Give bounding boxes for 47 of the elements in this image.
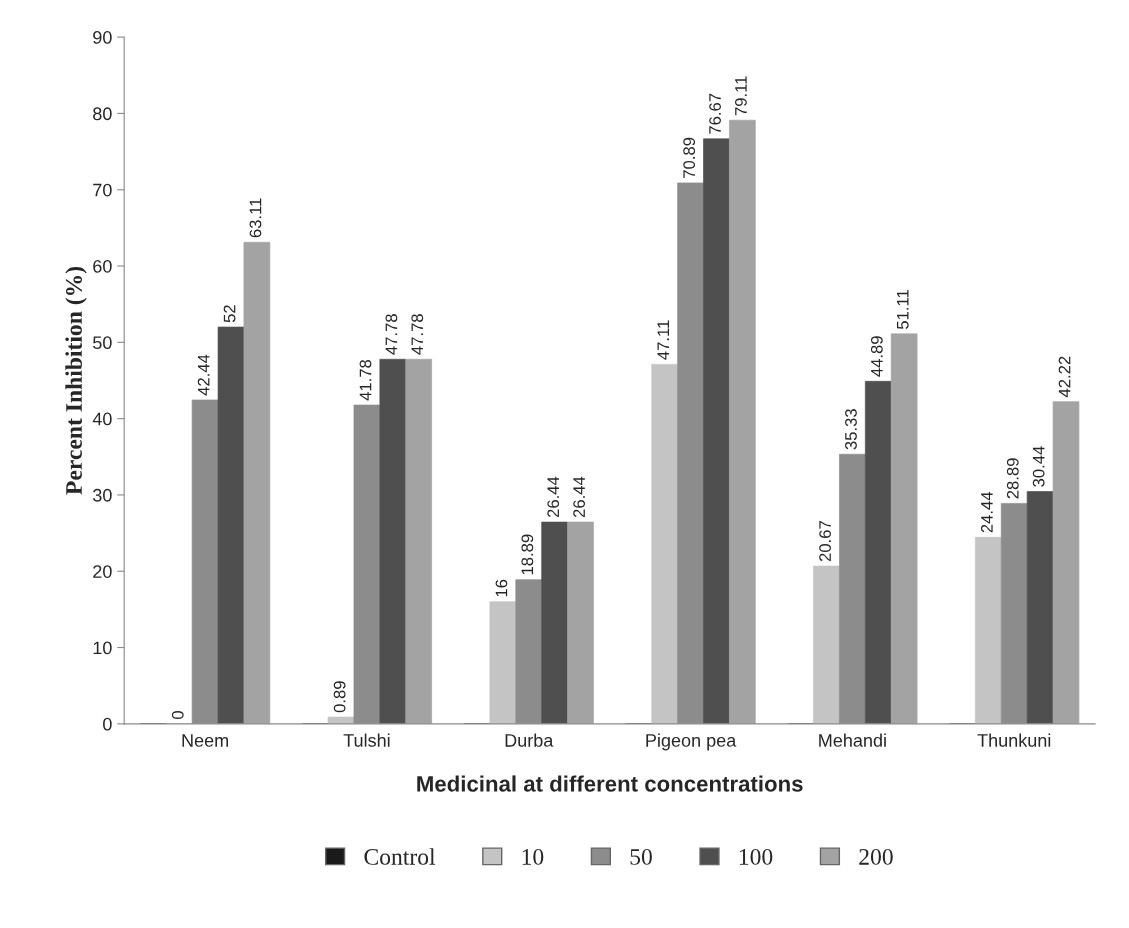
legend-label: 10 xyxy=(522,848,544,865)
y-tick-label: 0 xyxy=(103,717,112,731)
legend-label: 100 xyxy=(739,848,773,865)
data-label: 20.67 xyxy=(819,521,831,562)
x-tick-label: Durba xyxy=(505,733,554,747)
legend-label: Control xyxy=(364,848,436,865)
data-label: 76.67 xyxy=(709,93,721,134)
y-tick-label: 30 xyxy=(92,488,112,502)
y-tick-label: 50 xyxy=(93,336,112,350)
y-tick-label: 10 xyxy=(93,641,112,655)
data-label: 26.44 xyxy=(547,476,560,518)
legend-label: 200 xyxy=(859,848,893,865)
y-tick-label: 20 xyxy=(93,565,112,578)
data-label: 63.11 xyxy=(249,198,262,238)
x-axis-title: Medicinal at different concentrations xyxy=(417,775,803,792)
data-label: 30.44 xyxy=(1032,446,1045,487)
data-label: 42.44 xyxy=(197,354,210,396)
y-tick-label: 40 xyxy=(92,412,112,426)
data-label: 70.89 xyxy=(683,137,696,178)
data-label: 16 xyxy=(495,579,508,597)
y-tick-label: 70 xyxy=(93,183,112,197)
data-label: 0.89 xyxy=(333,681,346,713)
y-tick-label: 80 xyxy=(93,107,112,121)
x-tick-label: Neem xyxy=(182,734,228,747)
data-label: 26.44 xyxy=(573,476,586,518)
data-label: 35.33 xyxy=(845,409,857,450)
data-label: 47.78 xyxy=(385,314,398,355)
data-label: 47.11 xyxy=(657,320,669,360)
data-label: 52 xyxy=(223,305,236,323)
data-label: 51.11 xyxy=(897,290,909,330)
y-tick-label: 60 xyxy=(93,259,112,273)
data-label: 18.89 xyxy=(521,534,534,575)
data-label: 28.89 xyxy=(1006,458,1019,499)
x-tick-label: Pigeon pea xyxy=(646,733,737,751)
data-label: 24.44 xyxy=(981,491,993,533)
legend-label: 50 xyxy=(630,848,652,865)
y-axis-title: Percent Inhibition (%) xyxy=(65,266,87,495)
data-label: 41.78 xyxy=(359,359,372,401)
x-tick-label: Tulshi xyxy=(343,733,390,747)
x-tick-label: Mehandi xyxy=(819,733,886,747)
data-label: 44.89 xyxy=(870,336,883,377)
data-label: 42.22 xyxy=(1058,356,1071,398)
x-tick-label: Thunkuni xyxy=(977,733,1051,747)
y-tick-label: 90 xyxy=(93,31,112,44)
data-label: 79.11 xyxy=(735,76,747,116)
data-label: 47.78 xyxy=(411,314,424,355)
data-label: 0 xyxy=(171,711,184,720)
